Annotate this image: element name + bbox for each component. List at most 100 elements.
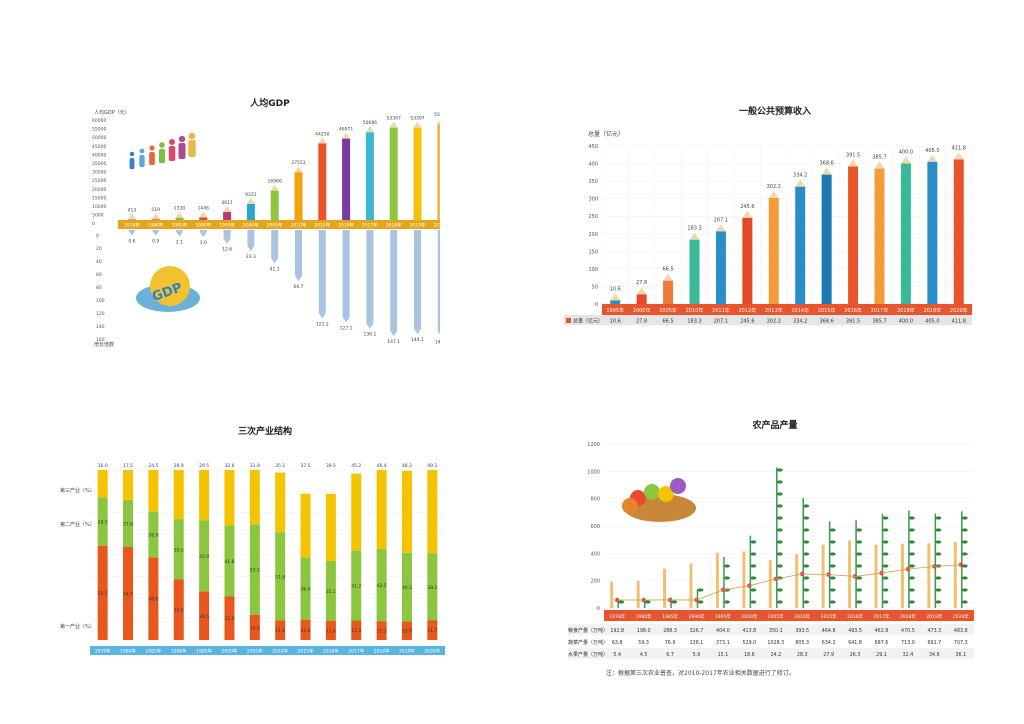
rev-bar (663, 280, 674, 304)
fruit-line (617, 564, 961, 601)
rev-category-label: 2017年 (871, 307, 889, 314)
gdp-ytick: 5000 (92, 213, 104, 219)
vine-leaf (776, 504, 783, 508)
vine-leaf (882, 540, 889, 544)
agri-table-value: 634.2 (822, 640, 836, 646)
ind-segment-label: 28.5 (98, 519, 108, 525)
rev-bar (953, 159, 964, 304)
rev-value-label: 334.2 (793, 173, 807, 179)
gdp-ratio-label: 2.1 (176, 239, 183, 245)
ind-bar-segment (123, 470, 134, 500)
ind-segment-label: 42.0 (199, 554, 209, 560)
money-bag-icon (150, 266, 190, 306)
vine-leaf (723, 564, 730, 568)
gdp-bar-tip (151, 213, 160, 220)
rev-bar-tip (689, 232, 700, 240)
gdp-ratio-tip (318, 313, 326, 319)
gdp-category-label: 2019年 (410, 222, 426, 229)
gdp-ratio-label: 0.6 (128, 238, 135, 244)
gdp-value-label: 53307 (387, 116, 401, 122)
vine-leaf (961, 576, 968, 580)
agri-table-row (568, 624, 974, 635)
gdp-value-label: 55327 (434, 112, 440, 118)
vine-leaf (803, 588, 810, 592)
rev-value-label: 411.8 (952, 145, 966, 151)
ind-category-label: 1990年 (171, 648, 187, 655)
rev-category-label: 2020年 (950, 307, 968, 314)
rev-table-value: 334.2 (793, 319, 807, 325)
vine-leaf (803, 552, 810, 556)
vine-leaf (856, 588, 863, 592)
gdp-bar (318, 143, 327, 220)
ind-tertiary-value: 17.5 (123, 463, 133, 469)
agri-row-label: 水果产量（万吨） (568, 651, 608, 658)
rev-bar (927, 161, 938, 304)
vine-leaf (856, 600, 863, 604)
gdp-ratio-label: 0.9 (152, 239, 159, 245)
agri-table-row (568, 648, 974, 659)
ind-tertiary-value: 32.6 (224, 463, 234, 469)
person-icon (159, 142, 165, 148)
ind-segment-label: 35.5 (174, 547, 184, 553)
gdp-ratio-tip (295, 275, 302, 281)
vine-leaf (776, 540, 783, 544)
rev-table-value: 368.6 (819, 319, 833, 325)
rev-category-label: 2000年 (633, 307, 651, 314)
agri-category-label: 2015年 (821, 613, 837, 620)
vine-leaf (908, 600, 915, 604)
gdp-ratio-tip (342, 317, 350, 323)
gdp-ratio-bar (271, 230, 279, 259)
gdp-value-label: 46971 (339, 127, 353, 133)
ind-segment-label: 11.0 (402, 629, 412, 635)
rev-value-label: 385.7 (872, 155, 886, 161)
vine-leaf (961, 564, 968, 568)
grain-stalk (821, 544, 825, 608)
ind-segment-label: 35.1 (326, 589, 336, 595)
rev-category-label: 2012年 (738, 307, 756, 314)
agri-category-label: 2019年 (926, 613, 942, 620)
ind-segment-label: 41.8 (224, 559, 234, 565)
gdp-ytick: 35000 (92, 161, 106, 167)
gdp-bar-tip (318, 137, 327, 144)
rev-bar (848, 166, 859, 304)
ind-bar-segment (300, 493, 311, 558)
rev-bar-tip (742, 210, 753, 218)
gdp-bar-tip (199, 211, 208, 218)
gdp-ratio-bar (342, 230, 350, 318)
vine-leaf (908, 588, 915, 592)
ind-category-label: 2016年 (323, 648, 339, 655)
agri-chart-title: 农产品产量 (752, 421, 798, 431)
fruit-icon (644, 484, 660, 500)
ind-segment-label: 35.6 (174, 608, 184, 614)
ind-segment-label: 11.5 (351, 628, 361, 634)
ind-tertiary-value: 28.9 (174, 463, 184, 469)
revenue-chart-title: 一般公共预算收入 (738, 107, 811, 117)
ind-bar-segment (325, 560, 336, 621)
rev-bar (768, 197, 779, 304)
gdp-ratio-bar (318, 230, 326, 314)
vine-leaf (935, 528, 942, 532)
rev-table-value: 66.5 (663, 319, 674, 325)
rev-bar-tip (768, 190, 779, 198)
agri-table-value: 413.8 (742, 628, 756, 634)
gdp-bar-tip (294, 166, 303, 173)
gdp-bar-tip (127, 213, 136, 220)
vine-leaf (803, 540, 810, 544)
ind-category-label: 2005年 (247, 648, 263, 655)
rev-table-value: 391.5 (846, 319, 860, 325)
agri-table-value: 28.3 (797, 652, 808, 658)
rev-table-value: 207.1 (714, 319, 728, 325)
person-icon (158, 149, 166, 164)
gdp-ytick: 15000 (92, 195, 106, 201)
gdp-bar-tip (365, 126, 374, 133)
gdp-value-label: 53307 (410, 116, 424, 122)
gdp-category-label: 2000年 (243, 222, 259, 229)
gdp-ylabel-top: 人均GDP（元） (94, 109, 130, 116)
vine-leaf (697, 600, 704, 604)
gdp-ratio-label: 136.1 (363, 332, 376, 338)
vine-leaf (882, 576, 889, 580)
agri-table-value: 138.1 (690, 640, 704, 646)
ind-bar-segment (199, 591, 210, 640)
agri-table-value: 59.3 (638, 640, 649, 646)
gdp-bar (270, 190, 279, 220)
